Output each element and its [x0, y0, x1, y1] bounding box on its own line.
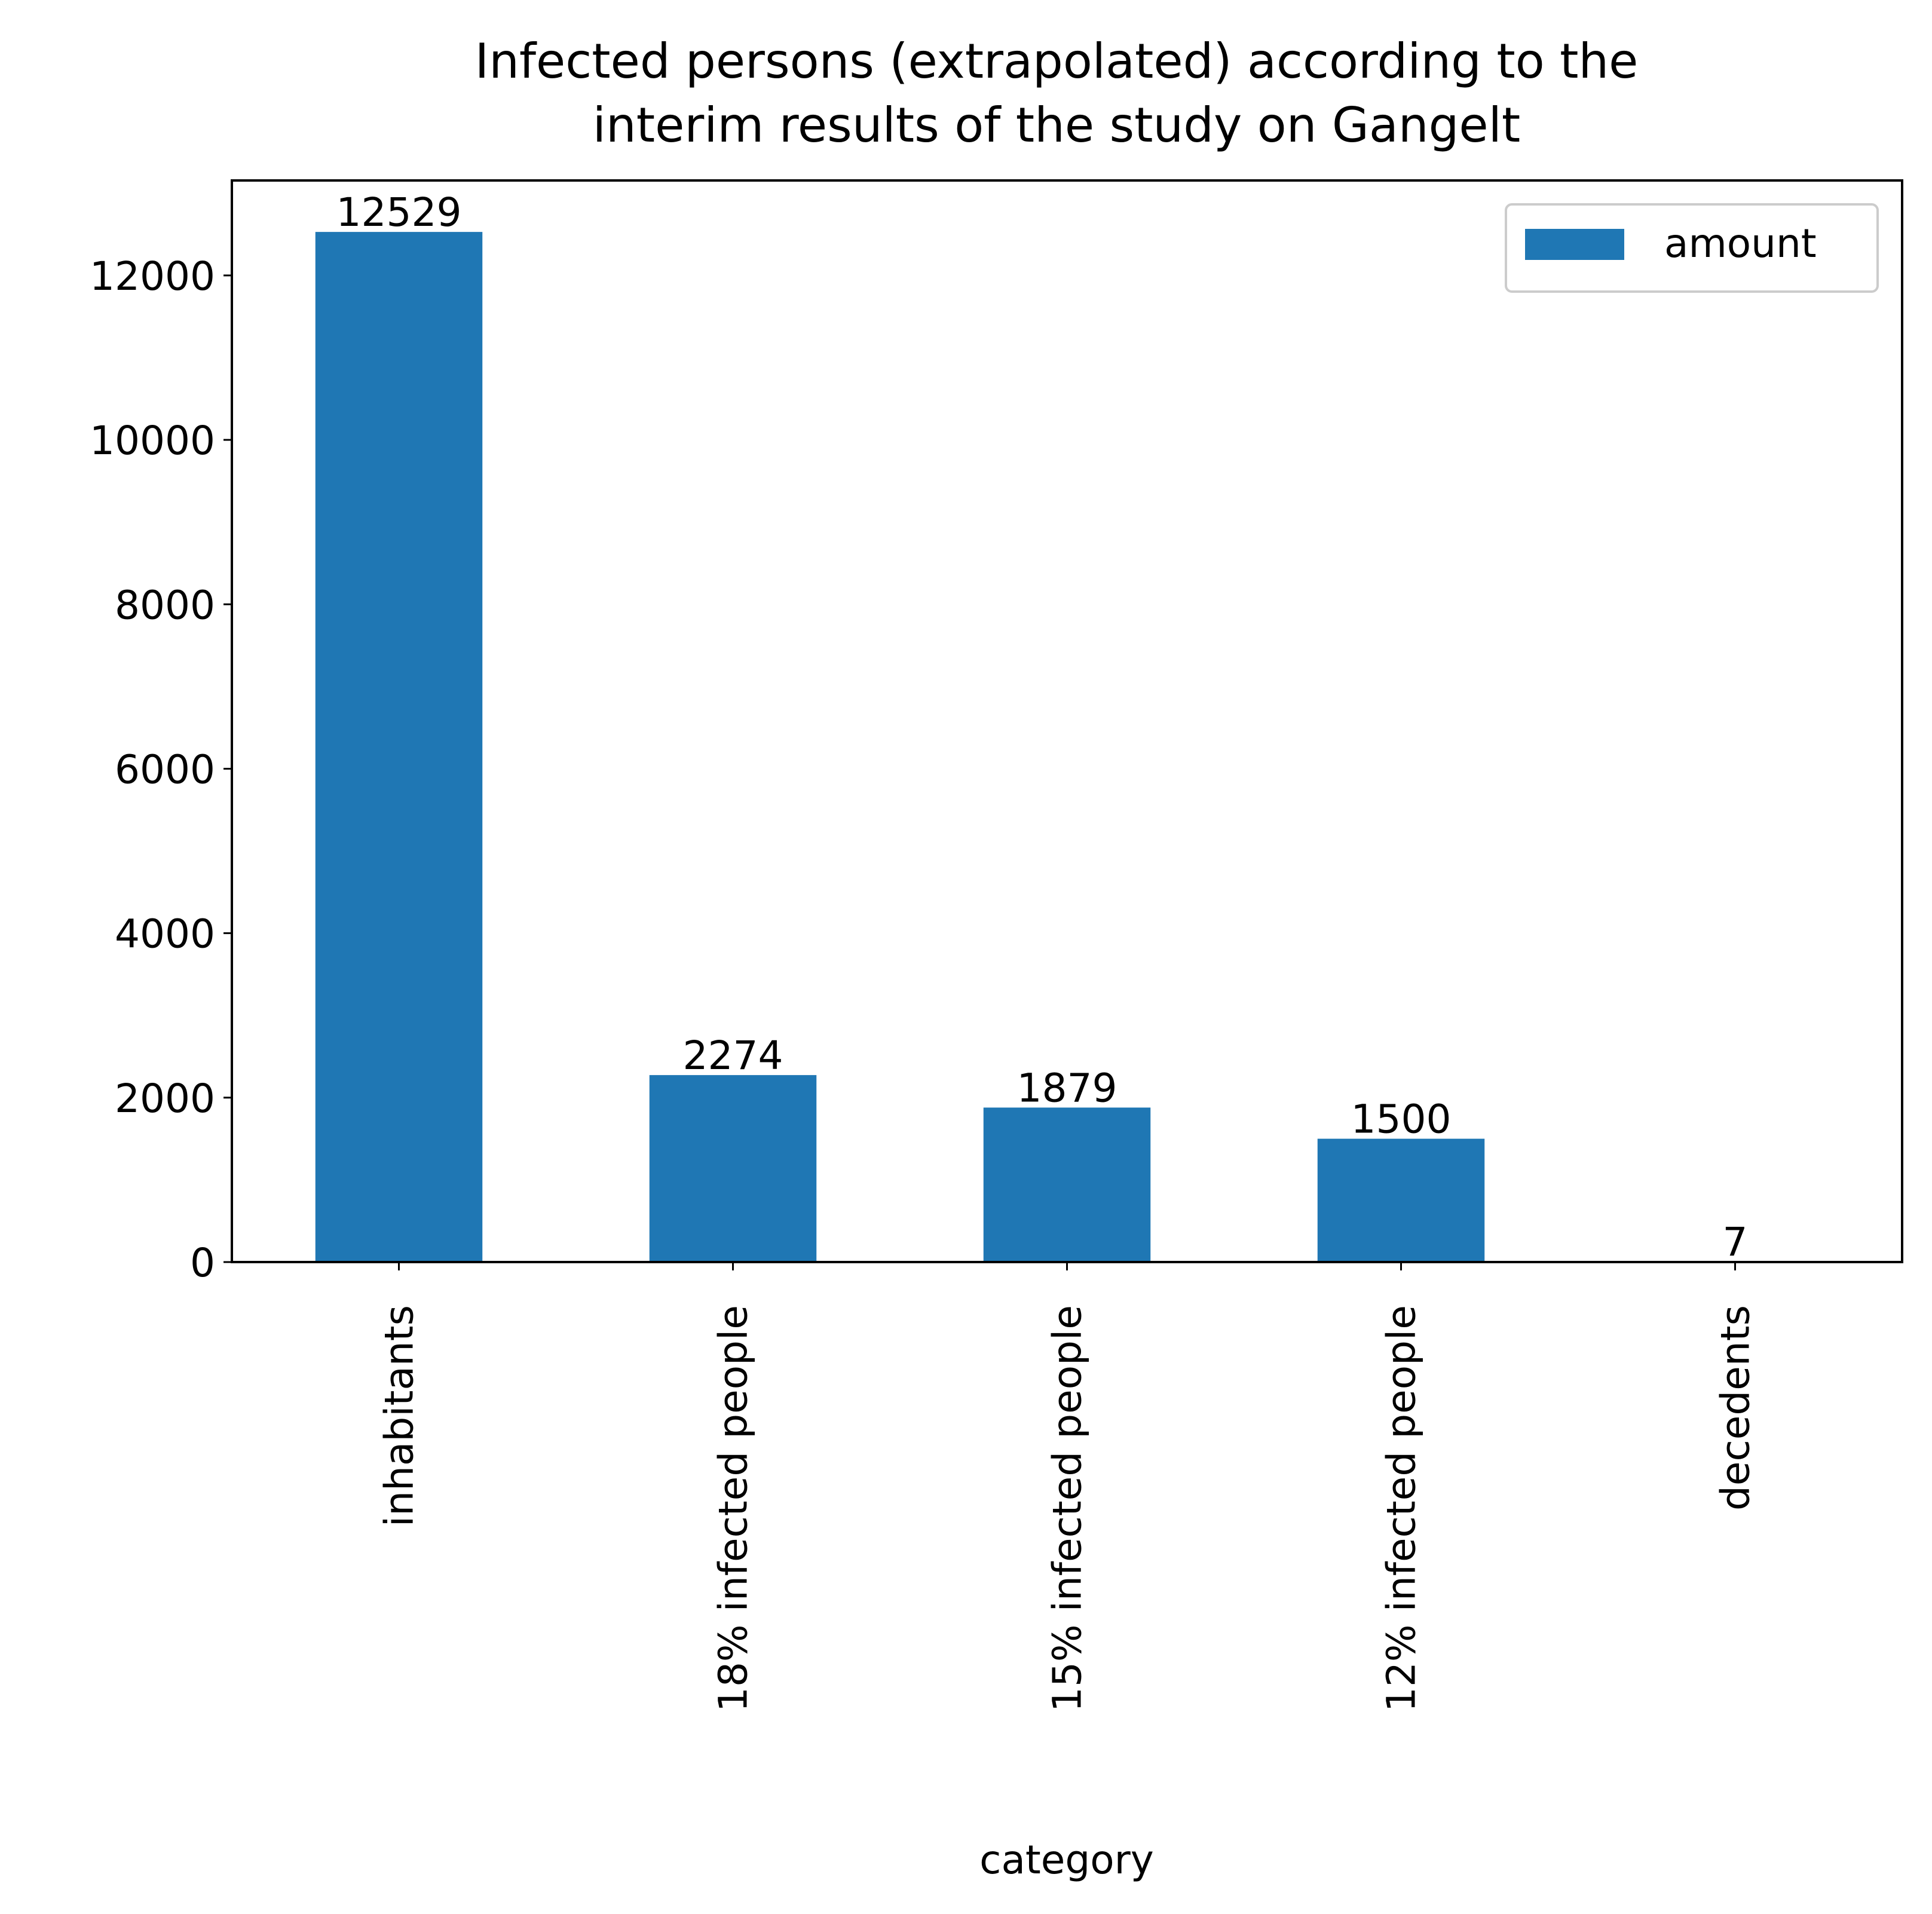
y-tick-label: 0	[190, 1240, 215, 1286]
bar-labels-group: 12529 2274 1879 1500 7	[336, 189, 1748, 1265]
bar-value-label: 2274	[683, 1033, 783, 1079]
bar-value-label: 7	[1723, 1219, 1748, 1265]
bar	[1317, 1138, 1485, 1262]
bar-value-label: 12529	[336, 189, 462, 235]
bar	[315, 232, 483, 1263]
x-axis-ticks: inhabitants 18% infected people 15% infect…	[376, 1262, 1759, 1712]
legend-swatch	[1525, 229, 1624, 260]
x-tick-label: 15% infected people	[1045, 1305, 1091, 1712]
y-tick-label: 4000	[115, 911, 215, 957]
y-tick-label: 12000	[90, 253, 215, 299]
y-axis-ticks: 0 2000 4000 6000 8000 10000 12000	[90, 253, 232, 1286]
y-tick-label: 6000	[115, 746, 215, 792]
y-tick-label: 8000	[115, 582, 215, 628]
y-tick-label: 10000	[90, 418, 215, 464]
chart-title-line-2: interim results of the study on Gangelt	[593, 97, 1520, 153]
bar	[649, 1075, 817, 1262]
bar-value-label: 1879	[1017, 1065, 1117, 1111]
legend-box	[1505, 203, 1879, 293]
x-tick-label: inhabitants	[376, 1305, 422, 1527]
plot-frame	[231, 179, 1903, 1263]
x-tick-label: 12% infected people	[1379, 1305, 1425, 1712]
legend: amount	[1505, 203, 1879, 293]
bar-value-label: 1500	[1351, 1097, 1452, 1143]
legend-label: amount	[1664, 221, 1817, 267]
y-tick-label: 2000	[115, 1076, 215, 1122]
chart-title-line-1: Infected persons (extrapolated) accordin…	[475, 33, 1639, 89]
bar	[983, 1107, 1151, 1262]
x-tick-label: decedents	[1713, 1305, 1759, 1511]
bars-group	[315, 232, 1819, 1263]
x-tick-label: 18% infected people	[711, 1305, 757, 1712]
x-axis-label: category	[979, 1837, 1154, 1883]
